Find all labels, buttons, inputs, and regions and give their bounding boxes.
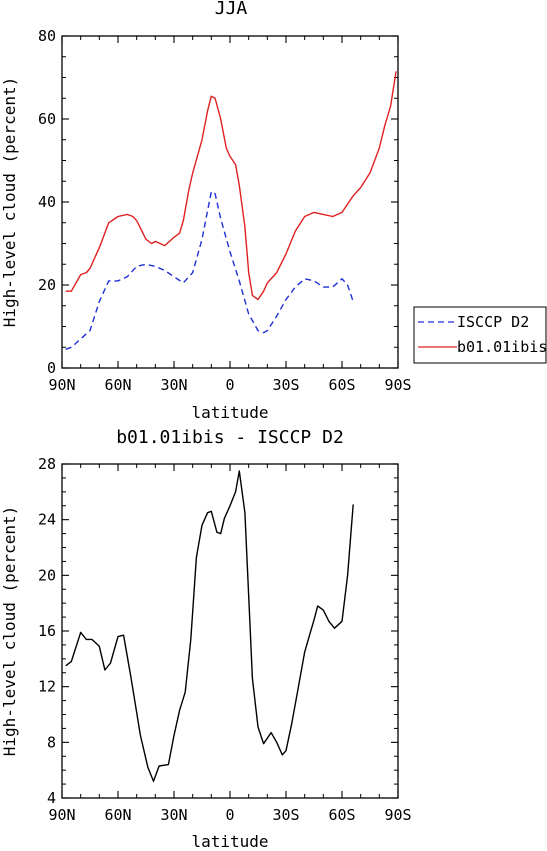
top-series-line-1 xyxy=(65,71,397,301)
top-y-axis-title: High-level cloud (percent) xyxy=(0,77,19,327)
top-chart-title: JJA xyxy=(215,0,248,19)
bottom-x-tick-label: 30N xyxy=(160,806,187,824)
bottom-y-tick-label: 12 xyxy=(38,678,56,696)
bottom-x-axis-title: latitude xyxy=(191,832,268,851)
top-chart-ticks: 90N 60N 30N 0 30S 60S 90S 0 20 40 60 80 xyxy=(38,27,412,394)
top-x-tick-label: 60N xyxy=(104,376,131,394)
bottom-y-tick-label: 4 xyxy=(47,789,56,807)
bottom-x-tick-label: 30S xyxy=(272,806,299,824)
bottom-chart-ticks: 90N 60N 30N 0 30S 60S 90S 4 8 12 16 20 24 28 xyxy=(38,455,412,824)
top-y-tick-label: 80 xyxy=(38,27,56,45)
legend-label-isccp: ISCCP D2 xyxy=(457,313,529,331)
bottom-y-tick-label: 16 xyxy=(38,622,56,640)
top-y-tick-label: 40 xyxy=(38,193,56,211)
top-series-line-0 xyxy=(65,190,354,350)
top-x-tick-label: 60S xyxy=(328,376,355,394)
bottom-chart: b01.01ibis - ISCCP D2 90N 60N 30N 0 30S 60S 90… xyxy=(0,427,412,851)
bottom-x-tick-label: 60S xyxy=(328,806,355,824)
bottom-series-line-0 xyxy=(65,470,354,782)
legend-label-b01: b01.01ibis xyxy=(457,338,547,356)
bottom-chart-series xyxy=(65,470,354,782)
bottom-plot-frame xyxy=(61,463,399,799)
top-y-tick-label: 20 xyxy=(38,276,56,294)
top-chart-series xyxy=(65,71,397,350)
top-chart: JJA 90N 60N 30N 0 30S 60S 90S 0 20 40 60 80 latitud… xyxy=(0,0,547,422)
top-y-tick-label: 0 xyxy=(47,359,56,377)
bottom-chart-title: b01.01ibis - ISCCP D2 xyxy=(116,427,344,448)
bottom-x-tick-label: 90N xyxy=(48,806,75,824)
bottom-y-tick-label: 24 xyxy=(38,511,56,529)
top-x-tick-label: 90S xyxy=(384,376,411,394)
top-x-tick-label: 90N xyxy=(48,376,75,394)
top-y-tick-label: 60 xyxy=(38,110,56,128)
top-x-tick-label: 30S xyxy=(272,376,299,394)
bottom-y-tick-label: 20 xyxy=(38,566,56,584)
top-x-tick-label: 30N xyxy=(160,376,187,394)
bottom-y-axis-title: High-level cloud (percent) xyxy=(0,506,19,756)
top-x-tick-label: 0 xyxy=(225,376,234,394)
legend: ISCCP D2 b01.01ibis xyxy=(413,306,547,364)
top-x-axis-title: latitude xyxy=(191,403,268,422)
bottom-y-tick-label: 28 xyxy=(38,455,56,473)
legend-box xyxy=(413,306,547,364)
bottom-x-tick-label: 60N xyxy=(104,806,131,824)
top-plot-frame xyxy=(61,35,399,369)
bottom-x-tick-label: 90S xyxy=(384,806,411,824)
bottom-x-tick-label: 0 xyxy=(225,806,234,824)
bottom-y-tick-label: 8 xyxy=(47,733,56,751)
